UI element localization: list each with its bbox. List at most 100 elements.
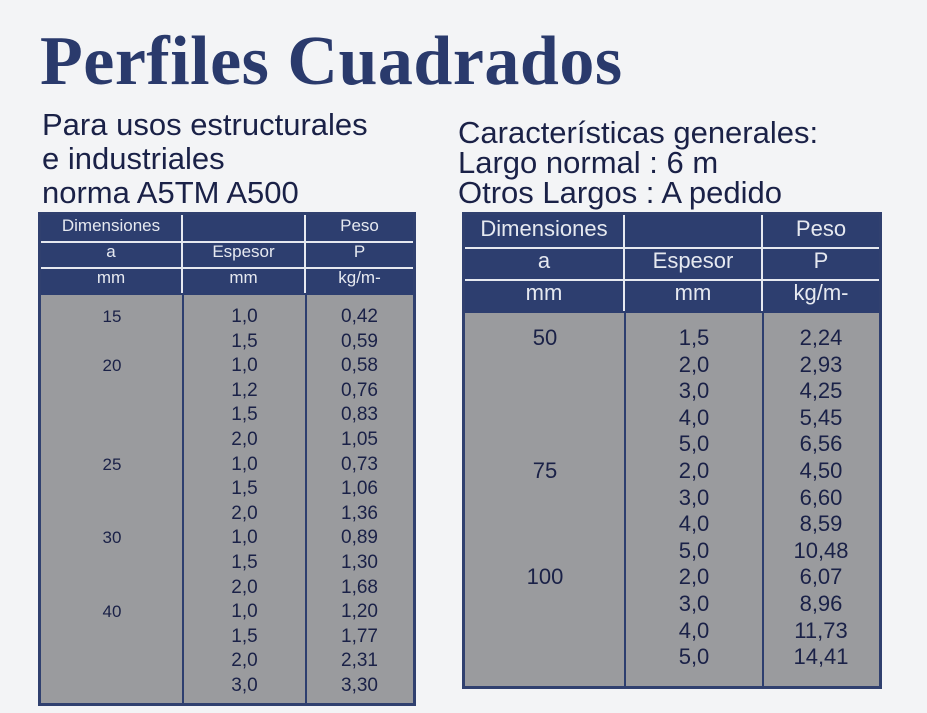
thickness-cell: 1,5 [231, 552, 258, 573]
table-row: 25 1,0 0,73 [41, 453, 413, 478]
header-cell: kg/m- [793, 280, 849, 305]
thickness-cell: 2,0 [678, 351, 710, 377]
header-cell: Espesor [625, 247, 763, 279]
thickness-cell: 2,0 [678, 458, 710, 483]
thickness-cell: 1,0 [231, 306, 258, 327]
header-cell: P [353, 242, 366, 261]
table-row: 30 1,0 0,89 [41, 526, 413, 551]
weight-cell: 8,59 [799, 511, 843, 537]
header-cell: mm [41, 267, 183, 293]
thickness-cell: 5,0 [678, 537, 710, 563]
thickness-cell: 4,0 [678, 617, 710, 643]
subtitle-line: e industriales [42, 141, 225, 176]
dimension-cell [465, 511, 625, 538]
weight-cell: 0,59 [341, 330, 378, 352]
weight-cell: 11,73 [794, 617, 848, 643]
table-row: 4,0 5,45 [465, 405, 879, 432]
weight-cell: 1,05 [341, 429, 378, 450]
header-separator [41, 267, 413, 269]
header-cell [625, 215, 763, 247]
thickness-cell: 1,0 [231, 601, 258, 623]
subtitle-line: norma A5TM A500 [42, 175, 299, 210]
dimension-cell [41, 551, 183, 576]
subtitle-line: Para usos estructurales [42, 107, 368, 142]
weight-cell: 6,60 [799, 484, 843, 510]
header-row: mm mm kg/m- [41, 267, 413, 293]
weight-cell: 1,36 [341, 502, 378, 524]
header-cell: mm [465, 279, 625, 311]
weight-cell: 6,07 [799, 564, 843, 590]
thickness-cell: 1,5 [231, 478, 258, 500]
dimension-cell: 25 [102, 454, 122, 474]
weight-cell: 1,30 [341, 552, 378, 573]
header-row: mm mm kg/m- [465, 279, 879, 311]
header-row: a Espesor P [465, 247, 879, 279]
header-separator [465, 279, 879, 281]
header-cell: Dimensiones [465, 215, 625, 247]
table-row: 4,0 8,59 [465, 511, 879, 538]
table-row: 5,0 6,56 [465, 431, 879, 458]
table-row: 1,2 0,76 [41, 379, 413, 404]
table-row: 40 1,0 1,20 [41, 600, 413, 625]
table-row: 3,0 6,60 [465, 485, 879, 512]
header-cell: mm [183, 267, 306, 293]
table-row: 2,0 2,31 [41, 649, 413, 674]
dimension-cell: 40 [102, 602, 122, 622]
column-divider [624, 313, 626, 686]
column-divider [305, 295, 307, 703]
dimension-cell [41, 379, 183, 404]
table-row: 3,0 3,30 [41, 674, 413, 699]
thickness-cell: 2,0 [231, 650, 258, 672]
header-row: a Espesor P [41, 241, 413, 267]
thickness-cell: 1,5 [231, 625, 258, 647]
dimension-cell [465, 378, 625, 405]
dimension-cell [465, 644, 625, 671]
thickness-cell: 3,0 [678, 484, 710, 510]
table-row: 1,5 0,83 [41, 403, 413, 428]
thickness-cell: 1,5 [231, 330, 258, 352]
weight-cell: 6,56 [799, 431, 843, 457]
header-cell: Peso [340, 216, 379, 235]
thickness-cell: 2,0 [231, 429, 258, 450]
table-row: 15 1,0 0,42 [41, 305, 413, 330]
weight-cell: 2,93 [799, 351, 843, 377]
thickness-cell: 2,0 [231, 502, 258, 524]
dimension-cell [41, 403, 183, 428]
dimension-cell: 20 [102, 356, 122, 376]
dimension-cell [41, 576, 183, 601]
weight-cell: 1,06 [341, 478, 378, 500]
dimension-cell [41, 649, 183, 674]
header-cell: Espesor [183, 241, 306, 267]
feature-length: Largo normal : 6 m [458, 145, 719, 180]
dimension-cell [41, 625, 183, 650]
dimension-cell [465, 405, 625, 432]
table-row: 2,0 1,05 [41, 428, 413, 453]
table-row: 3,0 8,96 [465, 591, 879, 618]
weight-cell: 1,77 [341, 625, 378, 647]
weight-cell: 0,83 [341, 404, 378, 426]
dimension-cell: 15 [102, 307, 122, 326]
weight-cell: 3,30 [341, 675, 378, 696]
table-row: 1,5 1,06 [41, 477, 413, 502]
table-row: 100 2,0 6,07 [465, 564, 879, 591]
feature-other-lengths: Otros Largos : A pedido [458, 175, 782, 210]
header-row: Dimensiones Peso [41, 215, 413, 241]
weight-cell: 0,58 [341, 355, 378, 377]
header-cell: Peso [795, 216, 847, 241]
thickness-cell: 1,0 [231, 527, 258, 549]
dimension-cell: 100 [526, 564, 564, 590]
thickness-cell: 5,0 [678, 431, 710, 457]
dimension-cell [41, 477, 183, 502]
thickness-cell: 1,5 [678, 325, 710, 350]
dimension-cell [465, 538, 625, 565]
thickness-cell: 5,0 [678, 644, 710, 670]
table-row: 5,0 14,41 [465, 644, 879, 671]
table-row: 2,0 1,68 [41, 576, 413, 601]
table-row: 1,5 1,77 [41, 625, 413, 650]
features-heading: Características generales: [458, 115, 819, 150]
thickness-cell: 4,0 [678, 404, 710, 430]
table-row: 20 1,0 0,58 [41, 354, 413, 379]
